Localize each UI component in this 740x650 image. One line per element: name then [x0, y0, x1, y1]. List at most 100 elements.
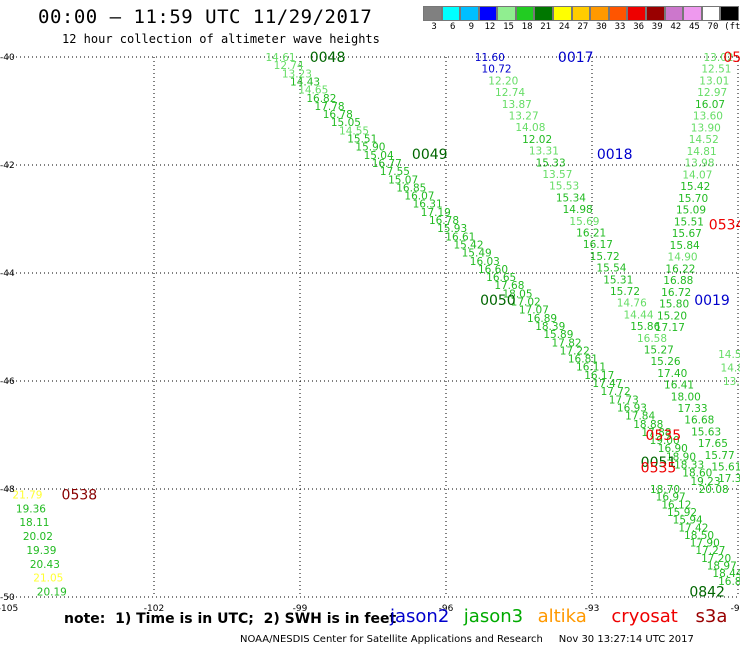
wave-height-value: 13.84	[723, 376, 740, 388]
latitude-tick-label: -48	[0, 485, 15, 495]
wave-height-value: 15.67	[672, 228, 702, 240]
color-scale-label: 12	[484, 22, 496, 32]
wave-height-value: 15.51	[347, 134, 377, 146]
wave-height-value: 14.61	[266, 52, 296, 64]
wave-height-value: 17.90	[690, 538, 720, 550]
color-scale-swatch	[664, 6, 684, 21]
wave-height-value: 14.90	[668, 252, 698, 264]
color-scale-swatch	[423, 6, 442, 21]
wave-height-value: 20.08	[699, 484, 729, 496]
altimeter-tracks: 14.6112.7413.2314.4314.6516.8217.7816.78…	[12, 52, 740, 599]
wave-height-value: 14.65	[298, 85, 328, 97]
wave-height-value: 17.07	[519, 305, 549, 317]
wave-height-value: 17.82	[552, 337, 582, 349]
color-scale-swatch	[590, 6, 609, 21]
wave-height-value: 17.55	[380, 166, 410, 178]
wave-height-value: 18.39	[535, 321, 565, 333]
wave-height-value: 15.61	[711, 462, 740, 474]
wave-height-value: 15.31	[603, 274, 633, 286]
wave-height-value: 16.31	[413, 199, 443, 211]
wave-height-value: 18.11	[19, 517, 49, 529]
wave-height-value: 16.89	[527, 313, 557, 325]
wave-height-value: 12.20	[488, 75, 518, 87]
color-scale-swatch	[515, 6, 535, 21]
wave-height-value: 18.90	[666, 451, 696, 463]
wave-height-value: 14.98	[563, 204, 593, 216]
wave-height-value: 16.07	[404, 191, 434, 203]
color-scale-swatch	[460, 6, 479, 21]
wave-height-value: 13.90	[691, 122, 721, 134]
longitude-tick-label: -93	[585, 604, 600, 614]
wave-height-value: 12.97	[697, 87, 727, 99]
longitude-tick-label: -102	[144, 604, 164, 614]
wave-height-value: 15.09	[676, 205, 706, 217]
wave-height-value: 18.97	[707, 561, 737, 573]
page-subtitle: 12 hour collection of altimeter wave hei…	[62, 32, 380, 46]
wave-height-value: 16.81	[568, 354, 598, 366]
pass-number-label: 0050	[480, 293, 516, 309]
wave-height-value: 16.90	[658, 443, 688, 455]
wave-height-value: 21.79	[12, 489, 42, 501]
color-scale-swatch	[478, 6, 498, 21]
wave-height-value: 16.12	[661, 499, 691, 511]
wave-height-value: 14.52	[689, 134, 719, 146]
wave-height-value: 13.27	[509, 111, 539, 123]
wave-height-value: 15.04	[364, 150, 394, 162]
wave-height-value: 20.19	[37, 587, 67, 599]
wave-height-value: 17.20	[701, 553, 731, 565]
wave-height-value: 16.85	[396, 182, 426, 194]
color-scale-label: 36	[633, 22, 645, 32]
wave-height-value: 12.02	[522, 134, 552, 146]
longitude-tick-label: -96	[439, 604, 454, 614]
wave-height-value: 16.17	[583, 239, 613, 251]
wave-height-value: 19.00	[650, 435, 680, 447]
wave-height-value: 15.80	[659, 299, 689, 311]
wave-height-value: 15.49	[462, 248, 492, 260]
wave-height-value: 15.05	[331, 117, 361, 129]
color-scale-swatch	[571, 6, 591, 21]
wave-height-value: 13.98	[684, 158, 714, 170]
pass-number-label: 0534	[709, 217, 740, 233]
wave-height-value: 15.42	[680, 181, 710, 193]
legend-item-jason3: jason3	[463, 606, 524, 627]
wave-height-value: 15.34	[556, 192, 586, 204]
wave-height-value: 19.23	[690, 476, 720, 488]
wave-height-value: 16.07	[695, 99, 725, 111]
wave-height-value: 15.93	[437, 223, 467, 235]
wave-height-value: 16.78	[323, 109, 353, 121]
wave-height-value: 14.07	[682, 169, 712, 181]
wave-height-value: 16.77	[372, 158, 402, 170]
color-scale-swatch	[683, 6, 702, 21]
wave-height-value: 14.43	[290, 76, 320, 88]
wave-height-value: 18.05	[502, 288, 532, 300]
color-scale-swatches	[423, 6, 740, 21]
wave-height-value: 13.23	[282, 68, 312, 80]
wave-height-value: 17.84	[625, 411, 655, 423]
wave-height-value: 15.70	[678, 193, 708, 205]
wave-height-value: 16.61	[445, 231, 475, 243]
pass-number-label: 0019	[694, 293, 730, 309]
color-scale-label: 70	[707, 22, 719, 32]
wave-height-value: 17.78	[315, 101, 345, 113]
wave-height-value: 18.60	[682, 468, 712, 480]
pass-number-label: 0049	[412, 147, 448, 163]
wave-height-value: 13.87	[502, 99, 532, 111]
wave-height-value: 16.72	[661, 287, 691, 299]
wave-height-value: 17.19	[421, 207, 451, 219]
wave-height-value: 16.21	[576, 228, 606, 240]
latitude-tick-label: -42	[0, 161, 15, 171]
color-scale-label: 21	[540, 22, 552, 32]
wave-height-value: 15.72	[610, 286, 640, 298]
color-scale-label: 24	[558, 22, 570, 32]
wave-height-value: 13.01	[699, 75, 729, 87]
wave-height-value: 13.60	[693, 111, 723, 123]
wave-height-value: 19.39	[26, 545, 56, 557]
color-scale-label: 30	[596, 22, 607, 32]
wave-height-value: 12.74	[495, 87, 525, 99]
wave-height-value: 17.68	[494, 280, 524, 292]
legend-item-cryosat: cryosat	[611, 606, 678, 627]
pass-number-label: 0018	[597, 147, 633, 163]
pass-number-label: 0048	[310, 50, 346, 66]
